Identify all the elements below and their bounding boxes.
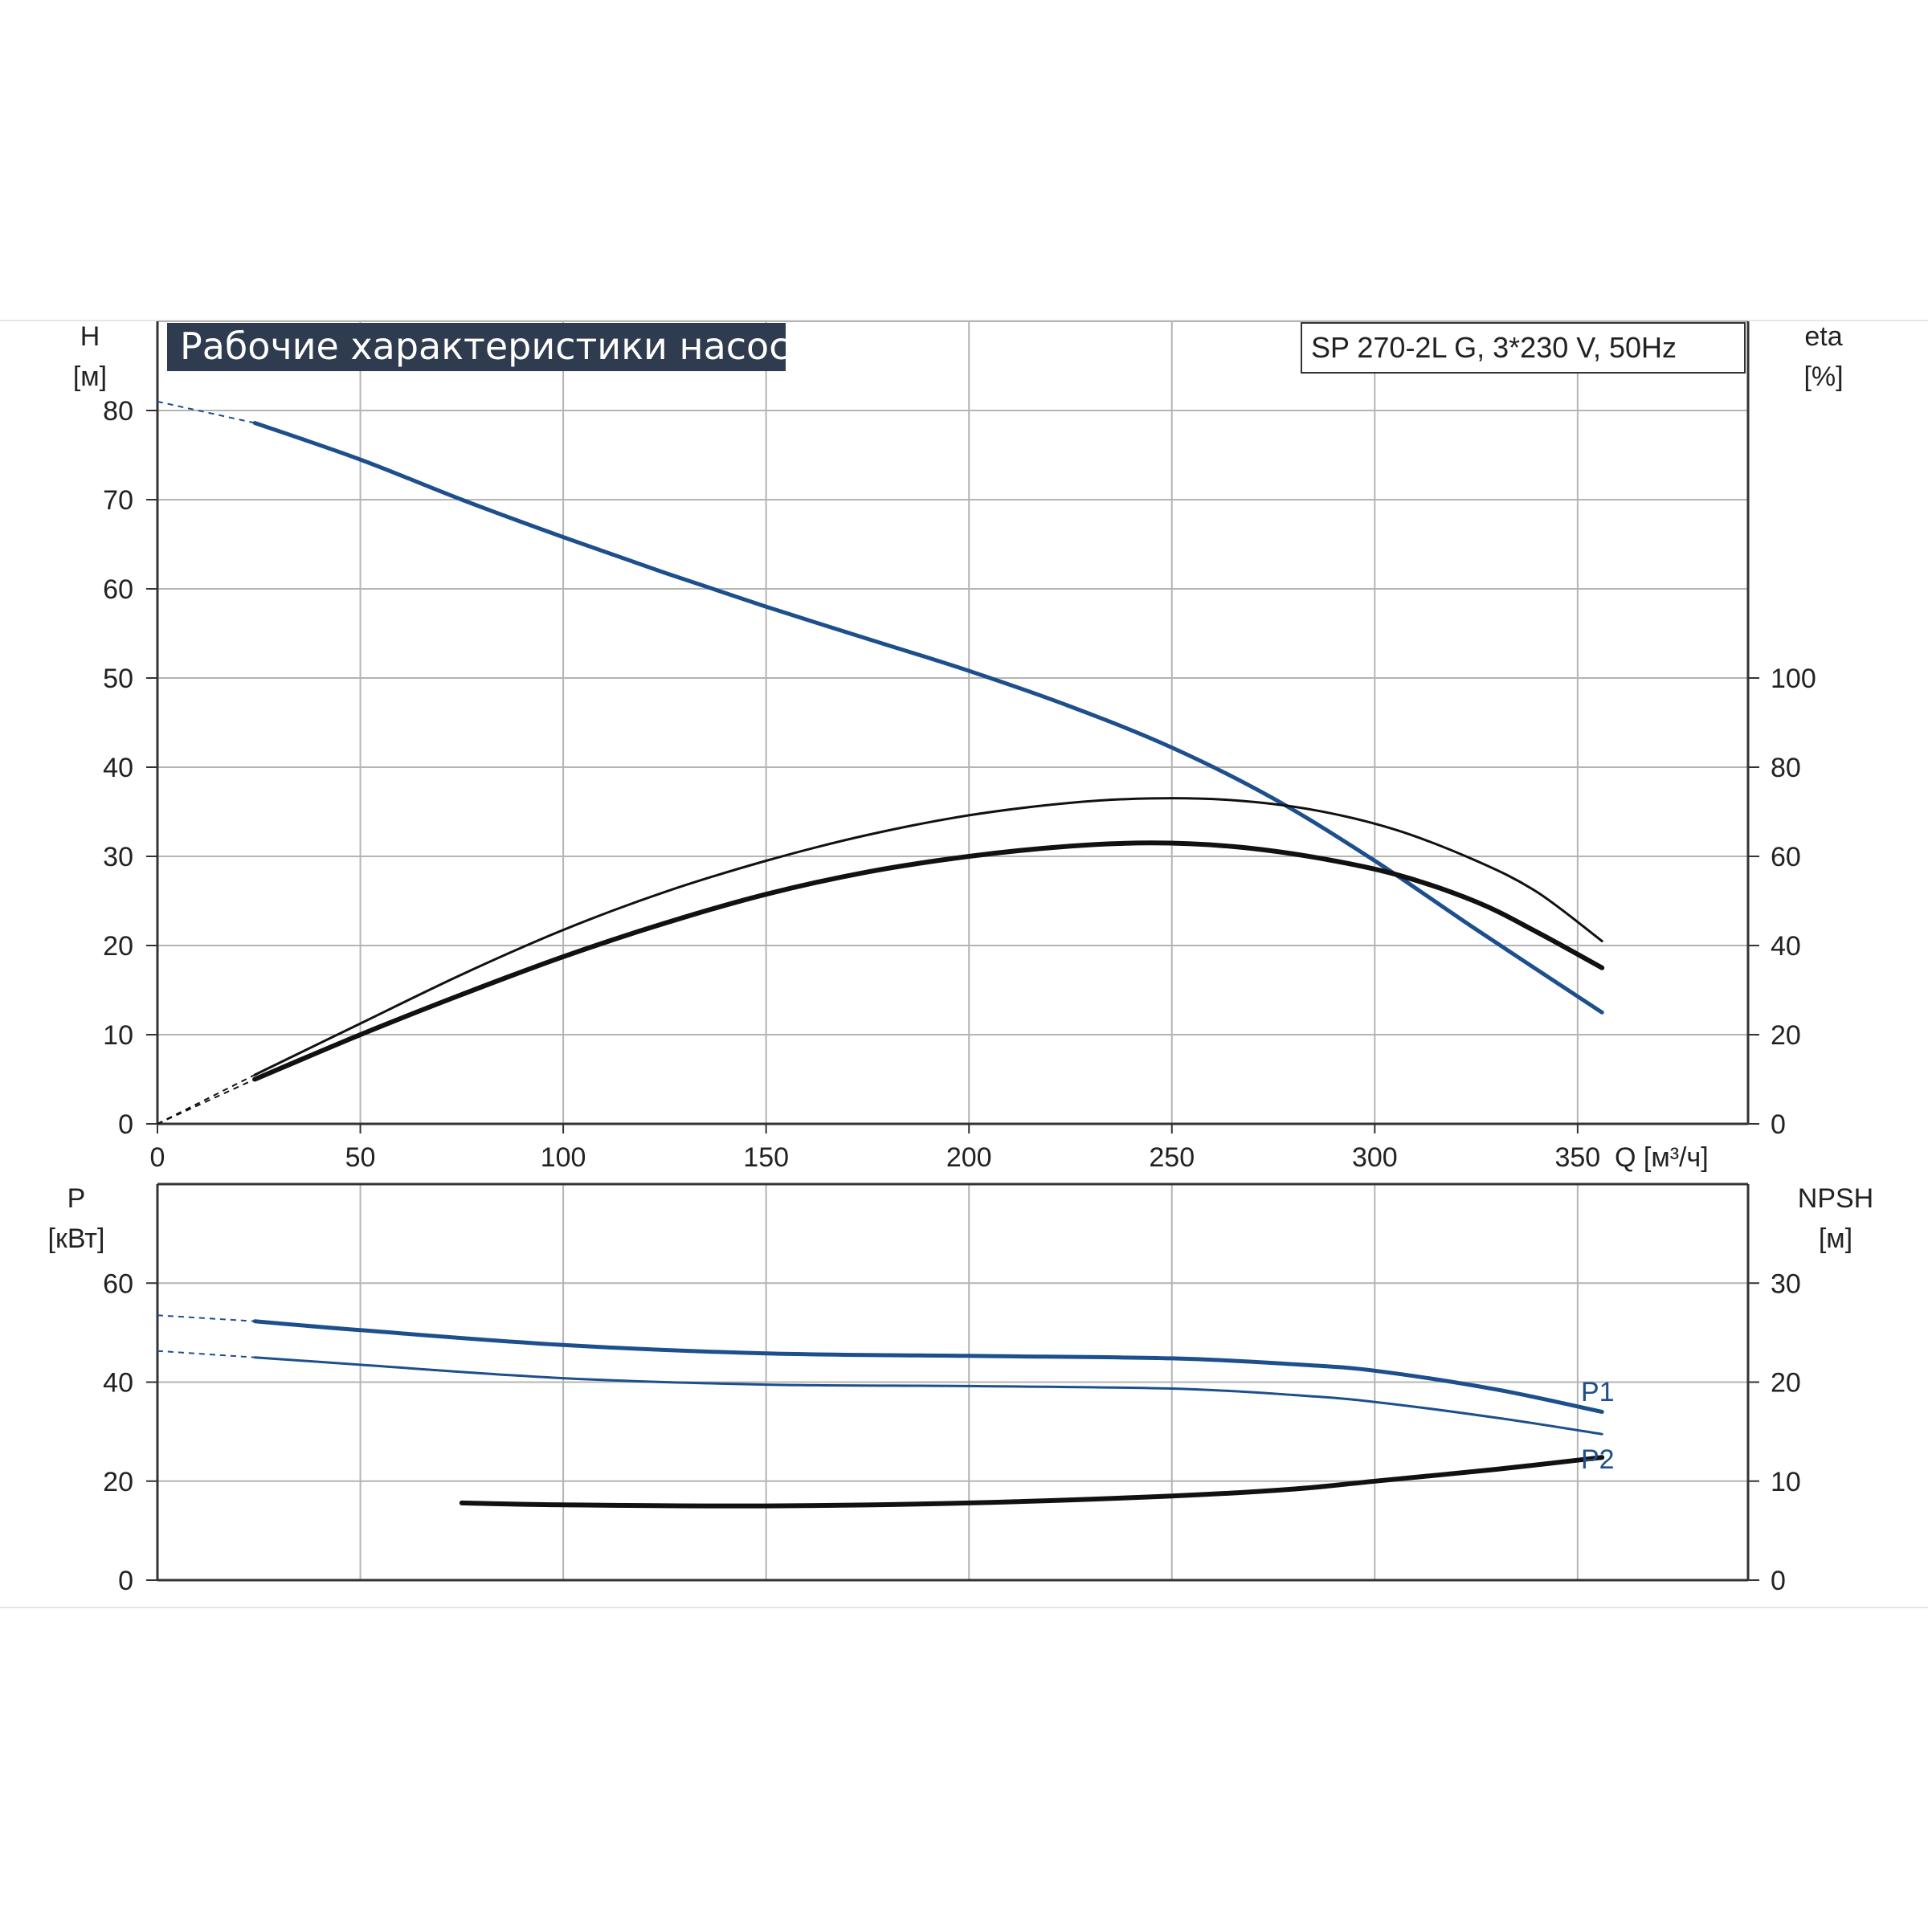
- right-tick-label: 10: [1771, 1467, 1801, 1497]
- left-tick-label: 40: [103, 1368, 133, 1399]
- upper-series-2-extrapolation: [157, 1078, 255, 1125]
- left-tick-label: 30: [103, 842, 133, 872]
- lower-series-1-line: [253, 1356, 1603, 1436]
- right-tick-label: 40: [1771, 931, 1801, 962]
- x-tick-label: 200: [946, 1142, 992, 1173]
- right-tick-label: 20: [1771, 1368, 1801, 1399]
- x-tick-label: 350: [1554, 1142, 1600, 1173]
- lower-series: [157, 1314, 1605, 1509]
- right-tick-label: 60: [1771, 842, 1801, 872]
- p-axis-label: P: [67, 1183, 86, 1214]
- npsh-axis-label: NPSH: [1798, 1183, 1873, 1214]
- x-tick-label: 150: [743, 1142, 789, 1173]
- model-box: [1301, 322, 1746, 374]
- x-tick-label: 50: [345, 1142, 376, 1173]
- npsh-axis-unit: [м]: [1819, 1223, 1852, 1254]
- x-tick-label: 250: [1149, 1142, 1195, 1173]
- left-tick-label: 20: [103, 931, 133, 962]
- lower-grid: [157, 1184, 1748, 1580]
- left-tick-label: 0: [118, 1109, 133, 1140]
- lower-series-2-line: [459, 1455, 1605, 1509]
- left-tick-label: 0: [118, 1566, 133, 1596]
- x-tick-label: 300: [1352, 1142, 1398, 1173]
- left-tick-label: 20: [103, 1467, 133, 1497]
- right-tick-label: 0: [1771, 1566, 1786, 1596]
- p2-label: P2: [1581, 1444, 1615, 1475]
- q-axis-label: Q [м³/ч]: [1615, 1142, 1709, 1173]
- model-label: SP 270-2L G, 3*230 V, 50Hz: [1311, 331, 1677, 364]
- x-tick-label: 0: [150, 1142, 165, 1173]
- eta-axis-unit: [%]: [1803, 361, 1843, 392]
- right-tick-label: 80: [1771, 753, 1801, 783]
- h-axis-unit: [м]: [73, 361, 107, 392]
- left-tick-label: 10: [103, 1020, 133, 1051]
- upper-series-1-line: [253, 797, 1603, 1076]
- p1-label: P1: [1581, 1377, 1615, 1407]
- upper-ticks: 0 10 20 30 40 50 60 70 80 0 20 40 60 80 100 0 50 100 150 20…: [103, 396, 1816, 1173]
- upper-series: [157, 400, 1605, 1125]
- right-tick-label: 100: [1771, 664, 1816, 694]
- upper-series-0-line: [252, 421, 1604, 1015]
- lower-frame: [156, 1182, 1750, 1582]
- upper-series-0-extrapolation: [157, 400, 255, 424]
- lower-ticks: 0 20 40 60 0 10 20 30: [103, 1268, 1801, 1596]
- right-tick-label: 0: [1771, 1109, 1786, 1140]
- right-tick-label: 20: [1771, 1020, 1801, 1051]
- h-axis-label: H: [80, 321, 100, 352]
- x-tick-label: 100: [541, 1142, 586, 1173]
- left-tick-label: 50: [103, 664, 133, 694]
- lower-series-0-line: [252, 1319, 1604, 1414]
- upper-grid: [157, 321, 1748, 1124]
- left-tick-label: 60: [103, 574, 133, 605]
- lower-series-0-extrapolation: [157, 1314, 255, 1322]
- upper-frame: [156, 321, 1750, 1125]
- eta-axis-label: eta: [1804, 321, 1842, 352]
- left-tick-label: 80: [103, 396, 133, 427]
- p-axis-unit: [кВт]: [48, 1223, 105, 1254]
- lower-series-1-extrapolation: [157, 1350, 255, 1358]
- upper-series-2-line: [252, 840, 1605, 1082]
- upper-series-1-extrapolation: [157, 1074, 255, 1125]
- chart-title: Рабочие характеристики насоса: [180, 325, 812, 368]
- left-tick-label: 60: [103, 1268, 133, 1299]
- right-tick-label: 30: [1771, 1268, 1801, 1299]
- left-tick-label: 70: [103, 485, 133, 516]
- left-tick-label: 40: [103, 753, 133, 783]
- title-box: [167, 323, 786, 371]
